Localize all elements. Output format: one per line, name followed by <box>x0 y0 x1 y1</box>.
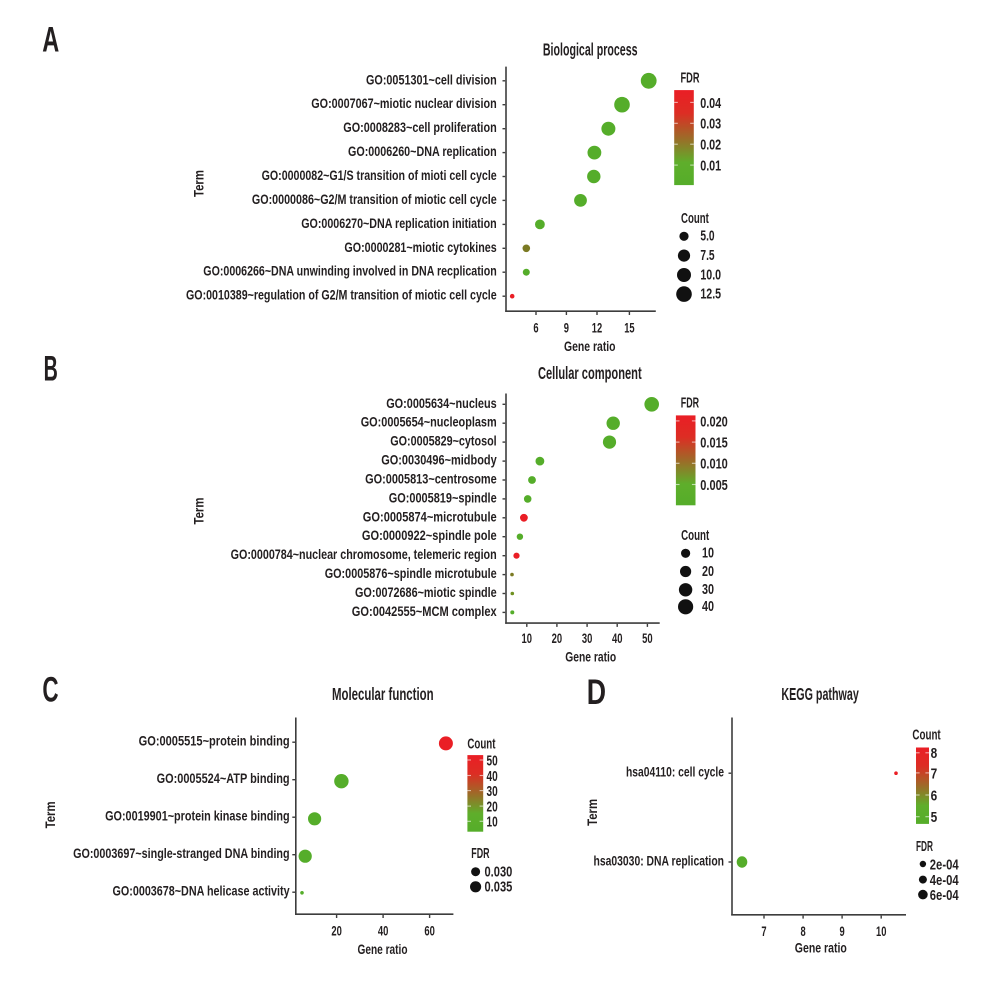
svg-text:4e-04: 4e-04 <box>930 873 959 889</box>
svg-text:FDR: FDR <box>471 846 490 862</box>
svg-text:7.5: 7.5 <box>700 248 714 264</box>
svg-text:Term: Term <box>190 498 206 525</box>
svg-text:GO:0005524~ATP binding: GO:0005524~ATP binding <box>157 770 290 786</box>
svg-text:20: 20 <box>331 923 342 939</box>
svg-text:GO:0005829~cytosol: GO:0005829~cytosol <box>390 433 497 449</box>
svg-text:9: 9 <box>840 923 845 939</box>
svg-text:10.0: 10.0 <box>700 267 721 283</box>
svg-text:GO:0005819~spindle: GO:0005819~spindle <box>389 489 497 505</box>
svg-text:GO:0003678~DNA helicase activi: GO:0003678~DNA helicase activity <box>113 883 290 899</box>
svg-text:Count: Count <box>467 736 495 752</box>
svg-text:GO:0010389~regulation of G2/M: GO:0010389~regulation of G2/M transition… <box>186 287 497 303</box>
svg-text:7: 7 <box>931 766 938 782</box>
svg-text:20: 20 <box>702 564 714 580</box>
svg-text:6: 6 <box>533 320 538 336</box>
svg-text:GO:0072686~miotic spindle: GO:0072686~miotic spindle <box>355 584 497 600</box>
svg-text:10: 10 <box>876 923 887 939</box>
svg-text:GO:0005654~nucleoplasm: GO:0005654~nucleoplasm <box>361 414 497 430</box>
svg-text:10: 10 <box>702 546 714 562</box>
svg-text:40: 40 <box>612 630 623 646</box>
svg-text:FDR: FDR <box>916 839 933 855</box>
svg-text:Gene ratio: Gene ratio <box>565 648 616 664</box>
svg-text:8: 8 <box>801 923 806 939</box>
svg-text:hsa04110: cell cycle: hsa04110: cell cycle <box>626 764 724 780</box>
svg-text:Biological process: Biological process <box>543 39 638 59</box>
svg-text:0.015: 0.015 <box>700 436 728 452</box>
svg-text:10: 10 <box>522 630 533 646</box>
svg-text:0.03: 0.03 <box>700 117 721 133</box>
svg-text:0.005: 0.005 <box>700 478 728 494</box>
svg-text:Term: Term <box>190 170 206 197</box>
svg-text:9: 9 <box>564 320 569 336</box>
svg-text:20: 20 <box>487 800 498 816</box>
svg-text:GO:0000082~G1/S transition of: GO:0000082~G1/S transition of mioti cell… <box>262 167 497 183</box>
svg-text:12.5: 12.5 <box>700 287 721 303</box>
svg-text:20: 20 <box>552 630 563 646</box>
svg-text:Term: Term <box>42 801 58 828</box>
svg-text:40: 40 <box>702 599 714 615</box>
svg-text:0.04: 0.04 <box>700 96 721 112</box>
svg-text:5: 5 <box>931 810 938 826</box>
svg-text:KEGG pathway: KEGG pathway <box>781 684 859 704</box>
svg-text:0.01: 0.01 <box>700 159 721 175</box>
svg-text:B: B <box>44 350 58 389</box>
svg-text:40: 40 <box>487 769 498 785</box>
svg-text:A: A <box>42 21 59 60</box>
svg-text:30: 30 <box>582 630 593 646</box>
svg-text:10: 10 <box>487 815 498 831</box>
svg-text:GO:0019901~protein kinase bind: GO:0019901~protein kinase binding <box>105 808 290 824</box>
svg-text:GO:0005515~protein binding: GO:0005515~protein binding <box>139 733 290 749</box>
svg-text:Term: Term <box>584 799 600 826</box>
svg-text:50: 50 <box>642 630 653 646</box>
svg-text:6e-04: 6e-04 <box>930 888 959 904</box>
svg-text:GO:0000281~miotic cytokines: GO:0000281~miotic cytokines <box>344 239 496 255</box>
svg-text:GO:0051301~cell division: GO:0051301~cell division <box>366 71 497 87</box>
svg-text:0.020: 0.020 <box>700 414 728 430</box>
svg-text:GO:0030496~midbody: GO:0030496~midbody <box>381 452 497 468</box>
svg-text:FDR: FDR <box>681 396 700 412</box>
svg-text:0.030: 0.030 <box>485 865 513 881</box>
svg-text:Molecular function: Molecular function <box>332 684 434 704</box>
svg-text:GO:0006266~DNA unwinding invol: GO:0006266~DNA unwinding involved in DNA… <box>203 263 496 279</box>
svg-text:40: 40 <box>378 923 389 939</box>
svg-text:0.010: 0.010 <box>700 457 728 473</box>
svg-text:GO:0003697~single-stranged DNA: GO:0003697~single-stranged DNA binding <box>73 845 290 861</box>
svg-text:Gene ratio: Gene ratio <box>358 941 408 957</box>
svg-text:GO:0000086~G2/M transition of: GO:0000086~G2/M transition of miotic cel… <box>252 191 497 207</box>
svg-text:GO:0005813~centrosome: GO:0005813~centrosome <box>365 471 497 487</box>
svg-text:6: 6 <box>931 788 938 804</box>
svg-text:60: 60 <box>424 923 435 939</box>
svg-text:hsa03030: DNA replication: hsa03030: DNA replication <box>594 853 725 869</box>
svg-text:Count: Count <box>681 528 709 544</box>
svg-text:GO:0008283~cell proliferation: GO:0008283~cell proliferation <box>343 119 496 135</box>
svg-text:30: 30 <box>487 784 498 800</box>
svg-text:50: 50 <box>487 753 498 769</box>
svg-text:30: 30 <box>702 582 714 598</box>
svg-text:FDR: FDR <box>681 70 700 86</box>
svg-text:12: 12 <box>592 320 603 336</box>
svg-text:GO:0005634~nucleus: GO:0005634~nucleus <box>386 395 497 411</box>
svg-text:GO:0000922~spindle pole: GO:0000922~spindle pole <box>362 527 497 543</box>
svg-text:8: 8 <box>931 746 938 762</box>
svg-text:GO:0006270~DNA replication ini: GO:0006270~DNA replication initiation <box>301 215 497 231</box>
svg-text:GO:0007067~miotic nuclear divi: GO:0007067~miotic nuclear division <box>311 95 496 111</box>
svg-text:D: D <box>587 673 606 712</box>
svg-text:2e-04: 2e-04 <box>930 857 959 873</box>
svg-text:GO:0042555~MCM complex: GO:0042555~MCM complex <box>352 603 497 619</box>
svg-text:Gene ratio: Gene ratio <box>564 338 616 354</box>
svg-text:7: 7 <box>761 923 766 939</box>
svg-text:Count: Count <box>681 211 709 227</box>
svg-text:GO:0005874~microtubule: GO:0005874~microtubule <box>363 508 497 524</box>
svg-text:GO:0000784~nuclear chromosome,: GO:0000784~nuclear chromosome, telemeric… <box>231 546 497 562</box>
svg-text:GO:0005876~spindle microtubule: GO:0005876~spindle microtubule <box>325 565 497 581</box>
svg-text:15: 15 <box>624 320 635 336</box>
svg-text:Cellular component: Cellular component <box>538 363 642 383</box>
svg-text:0.02: 0.02 <box>700 138 721 154</box>
svg-text:Count: Count <box>912 728 940 744</box>
svg-text:Gene ratio: Gene ratio <box>795 940 847 956</box>
svg-text:0.035: 0.035 <box>485 880 513 896</box>
svg-text:GO:0006260~DNA replication: GO:0006260~DNA replication <box>348 143 497 159</box>
svg-text:5.0: 5.0 <box>700 229 714 245</box>
svg-text:C: C <box>42 671 58 710</box>
